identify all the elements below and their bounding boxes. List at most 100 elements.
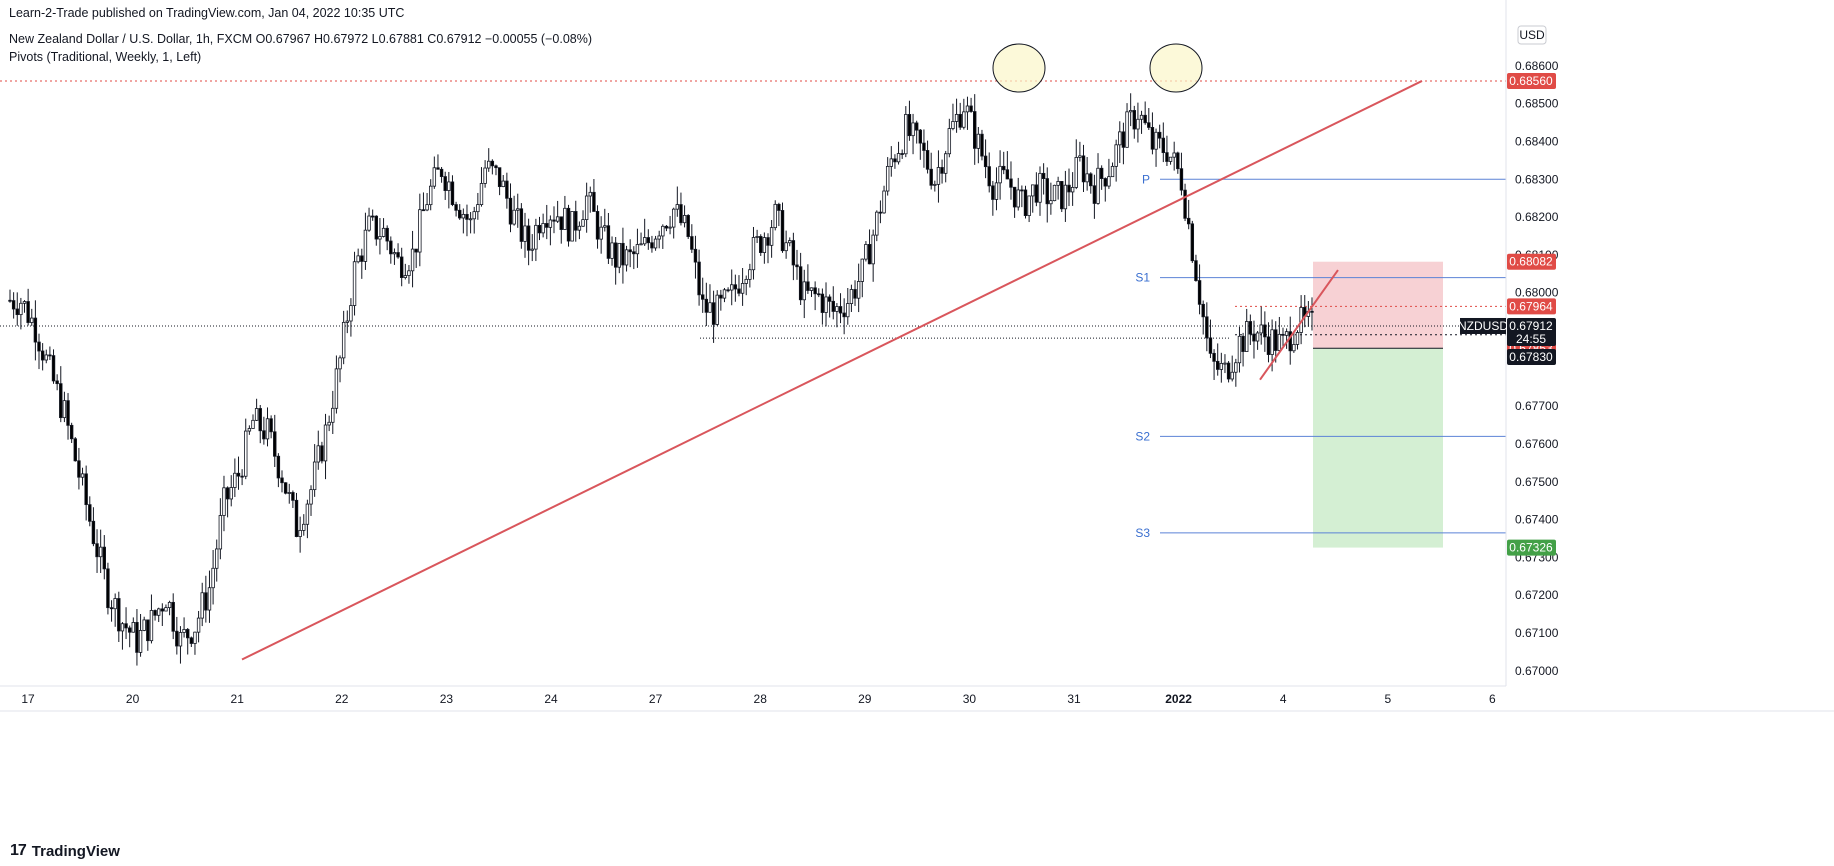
candle-body <box>106 568 110 609</box>
candle-body <box>1248 321 1253 335</box>
candle-body <box>138 630 143 653</box>
candle-body <box>701 294 705 300</box>
candle-body <box>1176 152 1180 170</box>
price-badge-label-6: 0.67326 <box>1509 541 1553 555</box>
candle-body <box>885 166 890 192</box>
candle-body <box>302 523 306 531</box>
candle-body <box>1078 155 1082 158</box>
horizontal-levels <box>0 80 1506 339</box>
candle-body <box>1052 184 1057 202</box>
candle-body <box>22 301 27 304</box>
candle-body <box>320 445 324 462</box>
candle-body <box>584 195 589 221</box>
candle-body <box>269 418 273 433</box>
candle-body <box>11 300 16 310</box>
candle-body <box>124 623 128 629</box>
candle-body <box>860 258 864 282</box>
take-profit-zone <box>1313 348 1443 548</box>
candle-body <box>947 128 952 155</box>
tradingview-logo[interactable]: 17 TradingView <box>10 842 120 860</box>
candle-body <box>813 287 817 295</box>
y-tick-label-14: 0.67000 <box>1515 664 1559 678</box>
candle-body <box>1183 189 1187 219</box>
y-tick-label-7: 0.67700 <box>1515 399 1559 413</box>
candle-body <box>436 167 440 170</box>
candle-body <box>523 225 527 242</box>
indicator-legend: Pivots (Traditional, Weekly, 1, Left) <box>9 50 202 64</box>
candle-body <box>914 122 919 131</box>
candle-body <box>396 252 400 258</box>
candle-body <box>135 622 139 653</box>
candle-body <box>904 114 908 155</box>
candle-body <box>595 211 600 240</box>
candle-body <box>599 226 603 240</box>
double-top-circle-1 <box>992 43 1046 93</box>
candle-body <box>516 208 520 211</box>
candle-body <box>276 455 281 479</box>
candle-body <box>1016 189 1020 208</box>
candle-body <box>345 320 349 323</box>
candle-body <box>84 473 88 506</box>
candle-body <box>893 158 897 163</box>
candle-body <box>280 477 284 484</box>
candle-body <box>1096 167 1100 204</box>
candle-body <box>153 610 157 616</box>
candle-body <box>519 208 524 242</box>
candle-body <box>1230 371 1234 380</box>
candle-body <box>479 183 484 206</box>
candle-body <box>283 482 288 494</box>
candle-body <box>882 190 886 214</box>
price-badge-label-1: 0.68082 <box>1509 255 1553 269</box>
candle-body <box>312 461 317 491</box>
candle-body <box>958 113 962 128</box>
candle-body <box>1034 184 1039 203</box>
candle-body <box>1241 335 1245 352</box>
candle-body <box>1197 280 1202 305</box>
brand-name: TradingView <box>31 842 120 860</box>
candle-body <box>505 180 509 199</box>
candle-body <box>856 281 861 299</box>
candle-body <box>410 248 415 272</box>
candle-body <box>439 168 444 177</box>
candle-body <box>1150 127 1155 150</box>
candle-body <box>933 183 937 186</box>
published-caption: Learn-2-Trade published on TradingView.c… <box>9 6 405 20</box>
candle-body <box>1172 152 1176 158</box>
candle-body <box>149 610 154 642</box>
candle-body <box>407 270 411 276</box>
candle-body <box>497 167 502 188</box>
candle-body <box>494 165 498 169</box>
currency-label: USD <box>1519 28 1545 42</box>
candle-body <box>44 354 48 361</box>
candle-body <box>1121 131 1126 148</box>
candle-body <box>1205 316 1209 339</box>
candle-body <box>983 155 988 168</box>
candle-body <box>8 299 12 302</box>
candle-body <box>233 472 237 488</box>
candle-body <box>846 303 850 318</box>
candle-body <box>399 256 404 278</box>
last-price-label: 0.67912 <box>1509 319 1553 333</box>
candle-body <box>508 197 513 225</box>
candle-body <box>682 215 687 224</box>
candle-body <box>258 408 262 432</box>
candle-body <box>98 546 103 558</box>
x-tick-label-9: 30 <box>963 692 977 706</box>
candle-body <box>458 209 462 219</box>
candle-body <box>715 294 719 325</box>
candle-body <box>704 298 709 313</box>
candle-body <box>403 275 408 278</box>
annotations <box>992 43 1203 93</box>
candle-body <box>1038 172 1042 203</box>
candle-body <box>265 418 270 440</box>
candle-body <box>421 209 426 212</box>
x-tick-label-14: 6 <box>1489 692 1496 706</box>
candle-body <box>566 207 571 242</box>
candle-body <box>338 357 342 370</box>
candle-body <box>675 204 680 210</box>
candle-body <box>1125 111 1129 148</box>
candle-body <box>207 587 212 611</box>
candle-body <box>548 219 553 228</box>
candle-body <box>1060 181 1064 210</box>
